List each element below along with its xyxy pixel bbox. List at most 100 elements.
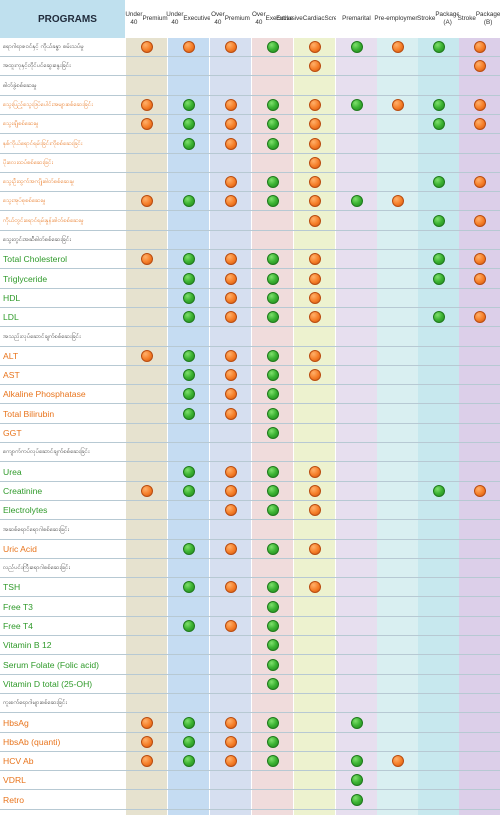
row-label: သွေးအုပ်စုစစ်ဆေးမှု [3,198,46,205]
orange-dot-icon [224,98,237,111]
table-row: Vitamin B 12 [0,636,500,656]
row-label: သွေးဦးထွက်အကျိုးဓါတ်စစ်ဆေးမှု [3,179,75,186]
orange-dot-icon [391,41,404,53]
row-label: နှစ်ကိုယ်ရောင်ရမ်းခြင်းကိုစစ်ဆေးခြင်း [3,140,83,147]
orange-dot-icon [308,272,321,285]
orange-dot-icon [473,484,486,497]
green-dot-icon [266,581,279,594]
orange-dot-icon [308,465,321,478]
orange-dot-icon [391,755,404,768]
row-label: Triglyceride [3,273,48,284]
orange-dot-icon [140,118,153,131]
green-dot-icon [432,118,445,131]
green-dot-icon [266,311,279,324]
orange-dot-icon [224,176,237,189]
table-row: HCV Ab [0,752,500,772]
green-dot-icon [266,272,279,285]
table-row: ကူးစက်ရောဂါများစစ်ဆေးခြင်း [0,694,500,714]
green-dot-icon [266,465,279,478]
table-row: ကျောက်ကပ်လုပ်ဆောင်ချက်စစ်ဆေးခြင်း [0,443,500,463]
orange-dot-icon [224,716,237,729]
column-header: Over 40 Executive [252,0,294,38]
orange-dot-icon [308,504,321,517]
column-tint [418,0,459,815]
table-row: အသည်းလုပ်ဆောင်ချက်စစ်ဆေးခြင်း [0,328,500,347]
table-row: Alkaline Phosphatase [0,385,500,405]
green-dot-icon [182,118,195,131]
column-header-line: Package (A) [435,10,460,27]
column-header: Under 40 Executive [166,0,211,38]
column-header-line: Package (B) [475,10,500,27]
row-label: HCV Ab [3,756,34,767]
table-row: Creatinine [0,482,500,501]
table-row: နှစ်ကိုယ်ရောင်ရမ်းခြင်းကိုစစ်ဆေးခြင်း [0,135,500,154]
green-dot-icon [266,195,279,208]
green-dot-icon [266,735,279,748]
green-dot-icon [266,41,279,53]
green-dot-icon [182,388,195,401]
green-dot-icon [266,716,279,729]
column-header-line: Exclusive [276,14,303,22]
green-dot-icon [266,639,279,652]
orange-dot-icon [308,349,321,362]
column-header-line: Stroke [417,14,436,22]
green-dot-icon [266,118,279,131]
column-header-line: Over 40 [211,10,225,27]
row-label: AST [3,370,20,381]
orange-dot-icon [224,253,237,266]
orange-dot-icon [473,272,486,285]
orange-dot-icon [308,195,321,208]
row-label: အဆစ်ရောင်ရောဂါစစ်ဆေးခြင်း [3,526,70,533]
table-row: Electrolytes [0,501,500,521]
column-header-line: Over 40 [252,10,266,27]
column-header-line: Pre- [374,14,387,22]
table-row: ALT [0,347,500,366]
orange-dot-icon [308,176,321,189]
orange-dot-icon [224,735,237,748]
row-label: Vitamin B 12 [3,640,52,651]
green-dot-icon [266,620,279,632]
orange-dot-icon [140,484,153,497]
orange-dot-icon [473,98,486,111]
green-dot-icon [432,176,445,189]
orange-dot-icon [224,291,237,304]
orange-dot-icon [224,465,237,478]
green-dot-icon [432,98,445,111]
green-dot-icon [182,735,195,748]
green-dot-icon [266,600,279,613]
column-header-line: Premium [142,14,168,22]
column-tint [294,0,335,815]
orange-dot-icon [308,137,321,150]
orange-dot-icon [140,349,153,362]
column-header-line: Cardiac [302,14,325,22]
green-dot-icon [182,195,195,208]
orange-dot-icon [224,388,237,401]
orange-dot-icon [473,176,486,189]
row-label: Total Bilirubin [3,408,55,419]
orange-dot-icon [224,311,237,324]
orange-dot-icon [308,41,321,53]
table-row: ရောဂါရာဇဝင်နှင့် ကိုယ်ခန္ဓာ စမ်းသပ်မှု [0,38,500,57]
green-dot-icon [182,291,195,304]
row-label: HbsAb (quanti) [3,736,61,747]
green-dot-icon [266,427,279,439]
column-header: Over 40 Premium [210,0,252,38]
green-dot-icon [266,291,279,304]
row-label: Total Cholesterol [3,254,68,265]
orange-dot-icon [473,60,486,73]
green-dot-icon [432,41,445,53]
row-label: ဓါတ်ခွဲစစ်ဆေးမှု [3,82,37,89]
table-row: Vitamin D total (25-OH) [0,675,500,694]
green-dot-icon [266,504,279,517]
column-header-line: Premarital [342,14,371,22]
row-label: Urea [3,466,22,477]
green-dot-icon [266,369,279,382]
row-label: Vitamin D total (25-OH) [3,678,93,689]
column-header: Stroke Package (B) [458,0,500,38]
orange-dot-icon [308,542,321,555]
row-label: Alkaline Phosphatase [3,389,86,400]
green-dot-icon [266,677,279,690]
orange-dot-icon [308,118,321,131]
row-label: ကျောက်ကပ်လုပ်ဆောင်ချက်စစ်ဆေးခြင်း [3,449,90,456]
